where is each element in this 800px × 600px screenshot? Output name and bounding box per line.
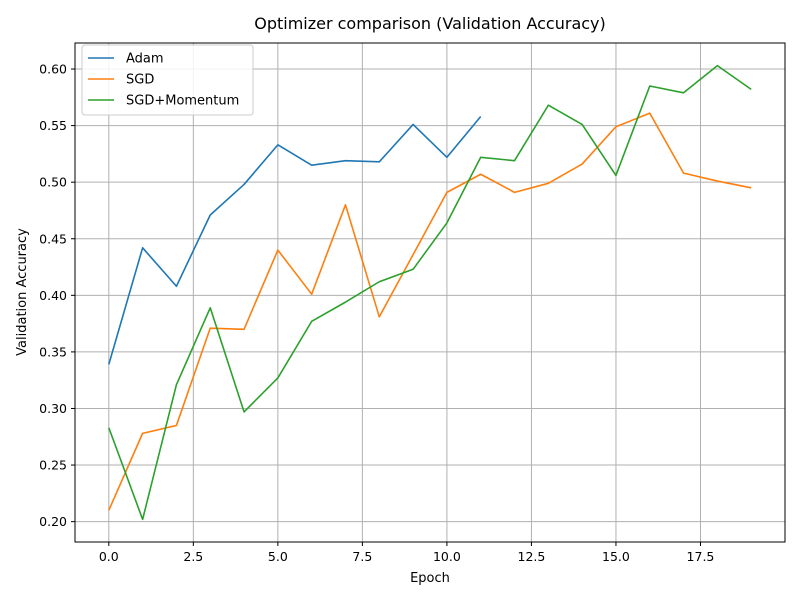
y-tick-label: 0.25 xyxy=(39,458,67,473)
y-axis-label: Validation Accuracy xyxy=(15,228,30,356)
plot-area xyxy=(75,43,785,542)
y-axis-ticks: 0.20 0.25 0.30 0.35 0.40 0.45 0.50 0.55 0.60 xyxy=(39,62,75,529)
x-tick-label: 10.0 xyxy=(433,549,461,564)
x-axis-label: Epoch xyxy=(410,571,450,586)
legend: Adam SGD SGD+Momentum xyxy=(81,44,254,116)
y-tick-label: 0.20 xyxy=(39,514,67,529)
grid xyxy=(75,43,785,542)
y-tick-label: 0.40 xyxy=(39,288,67,303)
series-lines xyxy=(108,64,752,521)
y-tick-label: 0.45 xyxy=(39,231,67,246)
y-tick-label: 0.55 xyxy=(39,118,67,133)
x-tick-label: 2.5 xyxy=(183,549,203,564)
x-tick-label: 15.0 xyxy=(602,549,630,564)
x-axis-ticks: 0.0 2.5 5.0 7.5 10.0 12.5 15.0 17.5 xyxy=(99,542,715,564)
legend-label-adam: Adam xyxy=(126,52,164,67)
x-tick-label: 17.5 xyxy=(687,549,715,564)
chart-title: Optimizer comparison (Validation Accurac… xyxy=(254,14,606,33)
x-tick-label: 0.0 xyxy=(99,549,119,564)
series-line-sgd xyxy=(108,112,752,511)
plot-frame xyxy=(74,42,786,543)
x-tick-label: 12.5 xyxy=(518,549,546,564)
x-tick-label: 5.0 xyxy=(268,549,288,564)
legend-label-sgd: SGD xyxy=(126,73,154,88)
legend-box xyxy=(81,44,254,116)
y-tick-label: 0.60 xyxy=(39,62,67,77)
y-tick-label: 0.50 xyxy=(39,175,67,190)
x-tick-label: 7.5 xyxy=(352,549,372,564)
y-tick-label: 0.35 xyxy=(39,344,67,359)
legend-label-sgd-momentum: SGD+Momentum xyxy=(126,94,239,109)
series-line-adam xyxy=(108,116,482,365)
series-line-sgd-momentum xyxy=(108,64,752,521)
y-tick-label: 0.30 xyxy=(39,401,67,416)
